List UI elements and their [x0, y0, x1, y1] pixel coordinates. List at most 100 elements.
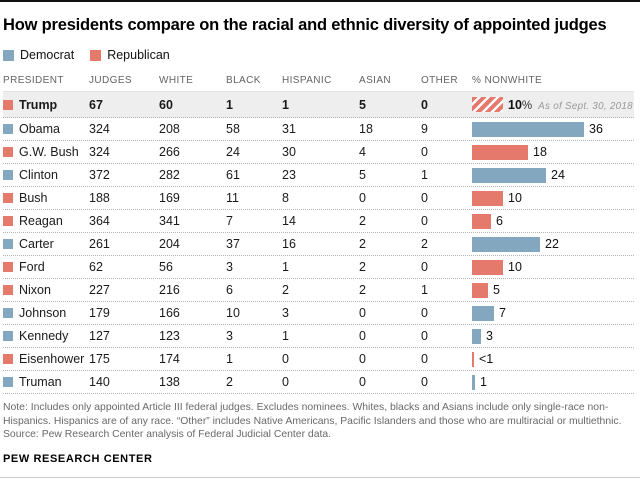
nonwhite-bar [472, 259, 503, 275]
cell-other: 9 [421, 122, 428, 136]
cell-white: 166 [159, 306, 180, 320]
cell-asian: 2 [359, 283, 366, 297]
cell-hispanic: 1 [282, 329, 289, 343]
president-name: Johnson [19, 306, 67, 320]
president-name: Trump [19, 97, 58, 112]
cell-black: 6 [226, 283, 233, 297]
cell-judges: 372 [89, 168, 110, 182]
legend-item-democrat: Democrat [3, 48, 74, 62]
bar-value-suffix: % [521, 99, 533, 112]
cell-asian: 5 [359, 97, 366, 112]
cell-black: 58 [226, 122, 240, 136]
cell-other: 1 [421, 168, 428, 182]
bar-value: 7 [499, 306, 512, 320]
president-cell: Clinton [3, 168, 89, 182]
nonwhite-bar [472, 374, 475, 390]
nonwhite-bar-cell: 24 [472, 167, 634, 183]
nonwhite-bar-cell: <1 [472, 351, 634, 367]
bar-value: 10% As of Sept. 30, 2018 [508, 98, 633, 112]
table-row: Kennedy 127 123 3 1 0 0 3 [3, 325, 634, 348]
cell-black: 37 [226, 237, 240, 251]
nonwhite-bar-cell: 10 [472, 259, 634, 275]
notes-block: Note: Includes only appointed Article II… [3, 401, 634, 442]
president-cell: Carter [3, 237, 89, 251]
cell-hispanic: 23 [282, 168, 296, 182]
nonwhite-bar-cell: 5 [472, 282, 634, 298]
column-header-president: PRESIDENT [3, 75, 64, 86]
president-cell: G.W. Bush [3, 145, 89, 159]
nonwhite-bar [472, 351, 474, 367]
bar-value-number: 24 [551, 168, 565, 182]
cell-white: 174 [159, 352, 180, 366]
cell-black: 2 [226, 375, 233, 389]
bar-value: 3 [486, 329, 499, 343]
column-header-white: WHITE [159, 75, 194, 86]
chart-title: How presidents compare on the racial and… [3, 16, 607, 34]
column-header-judges: JUDGES [89, 75, 132, 86]
cell-other: 1 [421, 283, 428, 297]
bar-value-number: <1 [479, 352, 494, 366]
party-swatch-icon [3, 285, 13, 295]
legend: Democrat Republican [3, 48, 634, 62]
cell-white: 169 [159, 191, 180, 205]
party-swatch-icon [3, 147, 13, 157]
cell-white: 204 [159, 237, 180, 251]
cell-white: 123 [159, 329, 180, 343]
democrat-swatch-icon [3, 49, 14, 61]
cell-other: 0 [421, 145, 428, 159]
column-header-black: BLACK [226, 75, 261, 86]
cell-other: 0 [421, 329, 428, 343]
table-row: Bush 188 169 11 8 0 0 10 [3, 187, 634, 210]
table-row: Truman 140 138 2 0 0 0 1 [3, 371, 634, 394]
table-header: PRESIDENT JUDGES WHITE BLACK HISPANIC AS… [3, 75, 634, 92]
cell-white: 60 [159, 97, 173, 112]
cell-white: 56 [159, 260, 173, 274]
president-name: Bush [19, 191, 48, 205]
party-swatch-icon [3, 354, 13, 364]
president-name: Eisenhower [19, 352, 85, 366]
cell-judges: 364 [89, 214, 110, 228]
cell-asian: 5 [359, 168, 366, 182]
bar-value: 10 [508, 191, 528, 205]
party-swatch-icon [3, 331, 13, 341]
cell-other: 0 [421, 214, 428, 228]
bar-value-number: 10 [508, 260, 522, 274]
source-text: Source: Pew Research Center analysis of … [3, 429, 332, 441]
table-row: Carter 261 204 37 16 2 2 22 [3, 233, 634, 256]
republican-swatch-icon [90, 49, 102, 61]
cell-hispanic: 0 [282, 352, 289, 366]
cell-judges: 175 [89, 352, 110, 366]
cell-other: 0 [421, 352, 428, 366]
cell-asian: 4 [359, 145, 366, 159]
nonwhite-bar [472, 190, 503, 206]
cell-asian: 0 [359, 306, 366, 320]
nonwhite-bar [472, 282, 488, 298]
president-name: Carter [19, 237, 54, 251]
cell-asian: 0 [359, 191, 366, 205]
bar-value-number: 10 [508, 191, 522, 205]
cell-hispanic: 2 [282, 283, 289, 297]
cell-black: 3 [226, 260, 233, 274]
table-row: Trump 67 60 1 1 5 0 10% As of Sept. 30, 2… [3, 92, 634, 118]
bar-value-number: 36 [589, 122, 603, 136]
nonwhite-bar [472, 305, 494, 321]
cell-white: 282 [159, 168, 180, 182]
cell-judges: 188 [89, 191, 110, 205]
cell-asian: 0 [359, 352, 366, 366]
bar-value: 5 [493, 283, 506, 297]
column-header-hispanic: HISPANIC [282, 75, 332, 86]
bar-value-number: 3 [486, 329, 493, 343]
bar-value-number: 7 [499, 306, 506, 320]
table-row: Eisenhower 175 174 1 0 0 0 <1 [3, 348, 634, 371]
legend-label-republican: Republican [107, 48, 170, 62]
cell-black: 1 [226, 352, 233, 366]
bar-value-number: 1 [480, 375, 487, 389]
cell-hispanic: 30 [282, 145, 296, 159]
cell-judges: 324 [89, 122, 110, 136]
cell-asian: 2 [359, 214, 366, 228]
note-text: Note: Includes only appointed Article II… [3, 402, 622, 427]
column-header-other: OTHER [421, 75, 458, 86]
cell-black: 11 [226, 191, 239, 205]
nonwhite-bar-cell: 36 [472, 121, 634, 137]
legend-item-republican: Republican [90, 48, 170, 62]
